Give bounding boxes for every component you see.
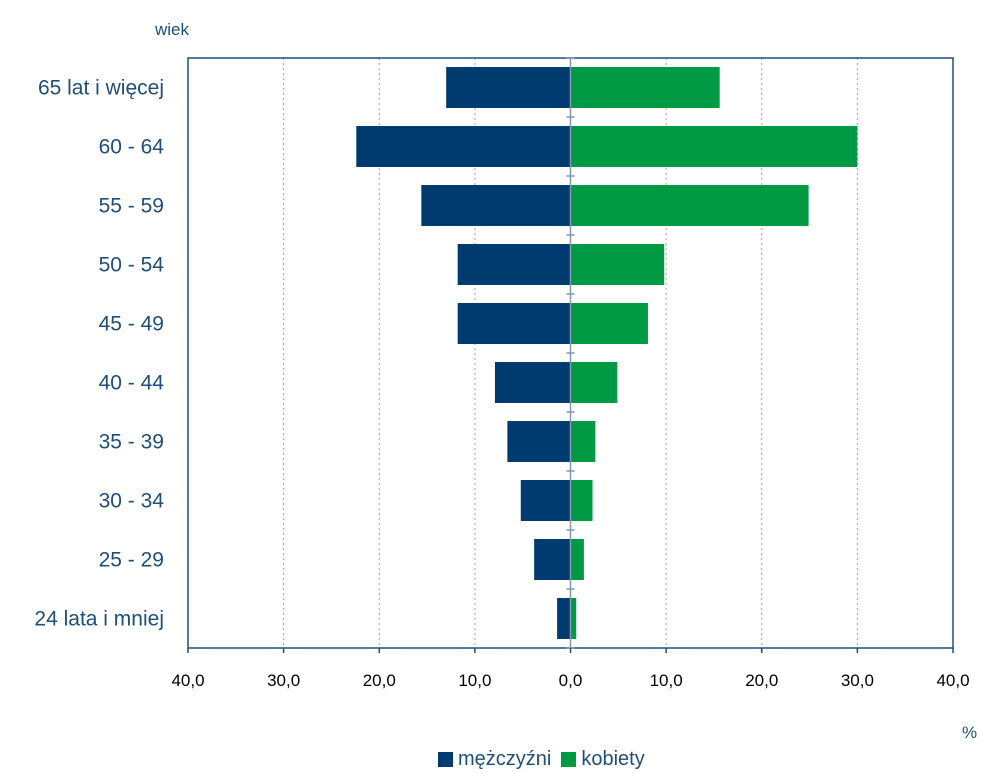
category-label: 60 - 64 (99, 136, 165, 159)
bar-men (457, 244, 571, 285)
bar-women (570, 362, 618, 403)
category-label: 65 lat i więcej (38, 77, 164, 100)
y-axis-title: wiek (154, 20, 190, 39)
bar-men (457, 303, 571, 344)
x-tick-label: 40,0 (171, 671, 204, 690)
category-label: 55 - 59 (99, 195, 164, 218)
grid-lines (283, 58, 858, 648)
bar-men (494, 362, 571, 403)
x-tick-label: 10,0 (458, 671, 491, 690)
legend-item-women: kobiety (561, 748, 645, 771)
bar-women (570, 539, 584, 580)
axes-group (187, 57, 954, 653)
bar-women (570, 67, 720, 108)
bar-men (507, 421, 571, 462)
bar-men (421, 185, 571, 226)
x-tick-label: 40,0 (936, 671, 969, 690)
x-tick-label: 10,0 (650, 671, 683, 690)
bar-men (356, 126, 571, 167)
category-label: 30 - 34 (99, 490, 165, 513)
bar-women (570, 598, 577, 639)
category-label: 40 - 44 (99, 372, 165, 395)
bar-women (570, 126, 858, 167)
x-tick-label: 0,0 (559, 671, 583, 690)
x-axis-unit: % (962, 723, 977, 742)
x-tick-label: 20,0 (363, 671, 396, 690)
bar-men (520, 480, 571, 521)
category-label: 50 - 54 (99, 254, 165, 277)
bar-women (570, 244, 665, 285)
x-tick-label: 30,0 (841, 671, 874, 690)
legend-label-men: mężczyźni (458, 748, 552, 770)
legend-swatch-men (438, 752, 453, 767)
bar-women (570, 421, 596, 462)
category-label: 25 - 29 (99, 549, 164, 572)
category-label: 24 lata i mniej (34, 608, 164, 631)
bar-women (570, 480, 593, 521)
labels-group: 65 lat i więcej 60 - 64 55 - 59 50 - 54 45 -… (34, 77, 969, 691)
legend-swatch-women (561, 752, 577, 767)
category-label: 45 - 49 (99, 313, 164, 336)
legend: mężczyźni kobiety (438, 748, 655, 771)
legend-item-men: mężczyźni (438, 748, 551, 771)
category-label: 35 - 39 (99, 431, 164, 454)
bar-women (570, 185, 809, 226)
x-tick-label: 20,0 (745, 671, 778, 690)
x-tick-label: 30,0 (267, 671, 300, 690)
bar-women (570, 303, 648, 344)
legend-label-women: kobiety (581, 748, 645, 770)
bar-men (446, 67, 571, 108)
bars-group (356, 67, 858, 639)
bar-men (557, 598, 571, 639)
bar-men (534, 539, 571, 580)
